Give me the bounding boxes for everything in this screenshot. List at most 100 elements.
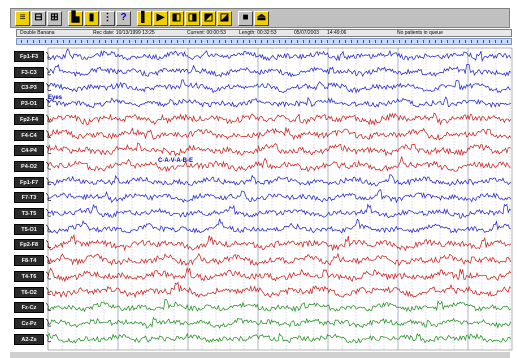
channel-label[interactable]: A2-Zs: [14, 333, 44, 345]
eeg-trace-p3-o1: [47, 96, 511, 109]
time-tick: [45, 40, 46, 43]
time-tick: [237, 40, 238, 43]
calibration-mark: [45, 302, 52, 311]
doc2-icon: ◨: [187, 12, 198, 23]
calibration-mark: [45, 224, 52, 233]
channel-label[interactable]: Fz-Cz: [14, 302, 44, 314]
channel-label[interactable]: Fp2-F4: [14, 113, 44, 125]
time-tick: [135, 40, 136, 43]
time-tick: [333, 40, 334, 43]
time-tick: [159, 40, 160, 43]
channel-label[interactable]: Fp1-F7: [14, 176, 44, 188]
list-button[interactable]: ⋮: [100, 10, 115, 26]
channel-label[interactable]: P4-O2: [14, 160, 44, 172]
time-tick: [501, 40, 502, 43]
time-tick: [369, 40, 370, 43]
time-tick: [489, 40, 490, 43]
time-tick: [225, 40, 226, 43]
chart-button[interactable]: ▙: [68, 10, 83, 26]
calibration-mark: [45, 67, 52, 76]
time-tick: [207, 40, 208, 43]
marker-button[interactable]: ▌: [137, 10, 152, 26]
time-tick: [327, 40, 328, 43]
channel-label[interactable]: F7-T3: [14, 192, 44, 204]
time-tick: [27, 40, 28, 43]
eeg-trace-f8-t4: [47, 252, 512, 267]
channel-label[interactable]: F3-C3: [14, 66, 44, 78]
doc4-button[interactable]: ◪: [217, 10, 232, 26]
time-tick: [81, 40, 82, 43]
event-annotation[interactable]: C-A-V-A-B-E: [158, 157, 193, 164]
doc3-button[interactable]: ◩: [201, 10, 216, 26]
channel-label[interactable]: T4-T6: [14, 270, 44, 282]
calibration-mark: [45, 271, 52, 280]
eeg-trace-c3-p3: [47, 79, 511, 94]
doc1-button[interactable]: ◧: [169, 10, 184, 26]
length-value: Length: 00:32:53: [239, 30, 277, 36]
eeg-trace-fp1-f7: [47, 174, 512, 187]
time-tick: [291, 40, 292, 43]
channel-label[interactable]: P3-O1: [14, 98, 44, 110]
eeg-trace-t4-t6: [47, 267, 512, 283]
time-tick: [105, 40, 106, 43]
play-icon: ▶: [156, 12, 165, 23]
time-tick: [261, 40, 262, 43]
current-time: Current: 00:00:53: [187, 30, 226, 36]
book-button[interactable]: ▮: [84, 10, 99, 26]
split-view-button[interactable]: ⊟: [31, 10, 46, 26]
doc4-icon: ◪: [219, 12, 230, 23]
time-tick: [153, 40, 154, 43]
montage-button[interactable]: ≡: [15, 10, 30, 26]
event-annotation[interactable]: Eyes: [48, 95, 63, 102]
eeg-trace-f7-t3: [47, 189, 512, 204]
montage-name[interactable]: Double Banana: [20, 30, 55, 36]
channel-label[interactable]: Cz-Pz: [14, 317, 44, 329]
time-tick: [279, 40, 280, 43]
channel-label[interactable]: F4-C4: [14, 129, 44, 141]
toolbar: ≡ ⊟ ⊞ ▙ ▮ ⋮? ▌ ▶ ◧ ◨ ◩ ◪ ■ ⏏: [10, 8, 510, 28]
time-tick: [345, 40, 346, 43]
time-tick: [381, 40, 382, 43]
channel-label[interactable]: F8-T4: [14, 255, 44, 267]
time-tick: [453, 40, 454, 43]
time-tick: [267, 40, 268, 43]
calibration-mark: [45, 193, 52, 201]
time-tick: [33, 40, 34, 43]
time-tick: [459, 40, 460, 43]
time-tick: [375, 40, 376, 43]
help-button[interactable]: ?: [116, 10, 131, 26]
channels-button[interactable]: ⊞: [47, 10, 62, 26]
play-button[interactable]: ▶: [153, 10, 168, 26]
channel-label[interactable]: Fp1-F3: [14, 51, 44, 62]
time-tick: [315, 40, 316, 43]
channel-label[interactable]: T6-O2: [14, 286, 44, 298]
doc2-button[interactable]: ◨: [185, 10, 200, 26]
marker-icon: ▌: [140, 12, 149, 23]
calibration-mark: [45, 114, 52, 123]
channel-label[interactable]: C3-P3: [14, 82, 44, 94]
time-tick: [39, 40, 40, 43]
time-tick: [63, 40, 64, 43]
time-tick: [69, 40, 70, 43]
calibration-mark: [45, 208, 52, 217]
time-tick: [171, 40, 172, 43]
help-icon: ?: [120, 12, 127, 23]
time-tick: [219, 40, 220, 43]
eeg-trace-f3-c3: [47, 64, 512, 78]
channel-label[interactable]: C4-P4: [14, 145, 44, 157]
channel-label-column: Fp1-F3 F3-C3 C3-P3 P3-O1 Fp2-F4 F4-C4 C4-P4 P4-…: [14, 50, 44, 350]
time-scroll-bar[interactable]: [16, 38, 512, 45]
calibration-mark: [45, 318, 52, 327]
eeg-trace-t3-t5: [47, 203, 512, 219]
eeg-trace-fp2-f8: [47, 233, 512, 252]
time-tick: [303, 40, 304, 43]
time-tick: [87, 40, 88, 43]
channel-label[interactable]: T5-O1: [14, 223, 44, 235]
channel-label[interactable]: T3-T5: [14, 208, 44, 219]
channel-label[interactable]: Fp2-F8: [14, 239, 44, 251]
time-tick: [255, 40, 256, 43]
exit-button[interactable]: ⏏: [254, 10, 269, 26]
stop-button[interactable]: ■: [238, 10, 253, 26]
time-tick: [57, 40, 58, 43]
